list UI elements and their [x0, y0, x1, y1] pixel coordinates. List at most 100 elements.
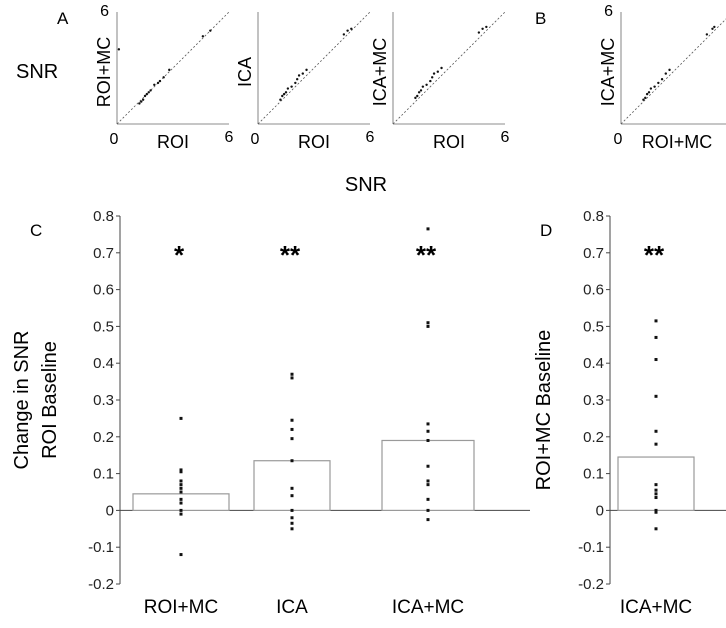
data-point: [179, 468, 183, 472]
data-point: [426, 479, 430, 483]
y-tick-label: 0.4: [583, 355, 604, 372]
data-point: [426, 464, 430, 468]
scatter-x-label: ROI: [433, 132, 465, 152]
y-tick-label: 0.3: [583, 392, 604, 409]
scatter-point: [705, 33, 709, 36]
scatter-x-label: ROI: [298, 132, 330, 152]
scatter-point: [346, 29, 349, 32]
x-category-label: ICA: [276, 597, 308, 618]
data-point: [179, 508, 183, 512]
x-category-label: ROI+MC: [144, 597, 218, 618]
scatter-point: [653, 85, 656, 88]
data-point: [426, 508, 430, 512]
scatter-point: [647, 91, 651, 94]
y-tick-label: 0.2: [583, 429, 604, 446]
scatter-point: [342, 33, 346, 36]
scatter-point: [158, 79, 162, 83]
data-point: [654, 510, 658, 514]
data-point: [654, 358, 658, 362]
scatter-point: [290, 85, 293, 88]
scatter-panel-2: 0 6 ROI ICA: [235, 11, 375, 152]
scatter-point: [305, 68, 308, 72]
scatter-point: [664, 72, 667, 75]
identity-line: [116, 11, 230, 125]
scatter-point: [301, 72, 304, 75]
scatter-point: [286, 87, 290, 90]
data-point: [654, 496, 658, 500]
data-point: [426, 324, 430, 328]
scatter-point: [440, 66, 443, 70]
data-point: [654, 483, 658, 487]
scatter-point: [168, 68, 171, 72]
scatter-x-label: ROI: [157, 132, 189, 152]
data-point: [179, 470, 183, 474]
scatter-x-tick-max: 6: [501, 129, 510, 146]
data-point: [179, 490, 183, 494]
data-point: [290, 508, 294, 512]
scatter-panel-1: 0 6 6 ROI ROI+MC: [94, 3, 234, 152]
significance-marker: **: [280, 240, 301, 270]
panel-letter-c: C: [30, 221, 42, 240]
scatter-point: [425, 83, 428, 87]
scatter-point: [117, 48, 121, 51]
scatter-y-tick-max: 6: [100, 3, 109, 20]
y-tick-label: 0: [106, 502, 114, 519]
y-tick-label: 0.5: [93, 318, 114, 335]
data-point: [179, 501, 183, 505]
scatter-point: [281, 94, 284, 98]
data-point: [654, 488, 658, 492]
panel-letter-d: D: [540, 221, 552, 240]
significance-marker: **: [416, 240, 437, 270]
scatter-point: [143, 94, 147, 98]
scatter-point: [711, 27, 714, 30]
scatter-point: [284, 91, 288, 94]
scatter-point: [429, 79, 432, 83]
data-point: [179, 483, 183, 487]
data-point: [426, 429, 430, 433]
data-point: [426, 422, 430, 426]
data-point: [654, 335, 658, 339]
data-point: [654, 442, 658, 446]
scatter-point: [145, 92, 149, 96]
bar-chart-c: -0.2 -0.1 0 0.1 0.2 0.3 0.4 0.5 0.6 0.7 0.8 * ROI+MC…: [11, 208, 530, 618]
data-point: [179, 416, 183, 420]
scatter-x-tick-min: 0: [251, 131, 260, 148]
scatter-point: [297, 74, 301, 77]
plot-area: [120, 216, 530, 584]
scatter-point: [162, 76, 165, 79]
scatter-point: [657, 81, 660, 85]
scatter-point: [642, 98, 645, 101]
scatter-point: [153, 83, 156, 87]
data-point: [290, 372, 294, 376]
scatter-point: [436, 70, 439, 73]
data-point: [654, 429, 658, 433]
y-tick-label: 0.7: [93, 245, 114, 262]
scatter-point: [713, 25, 716, 29]
data-point: [290, 516, 294, 520]
data-point: [654, 319, 658, 323]
data-point: [654, 492, 658, 496]
bar-panels: -0.2 -0.1 0 0.1 0.2 0.3 0.4 0.5 0.6 0.7 0.8 * ROI+MC…: [11, 208, 726, 618]
data-point: [654, 527, 658, 531]
scatter-y-label: ICA: [235, 57, 255, 87]
y-tick-label: 0.1: [93, 466, 114, 483]
y-axis-title-line2: ROI Baseline: [39, 341, 61, 459]
scatter-y-label: ICA+MC: [370, 38, 390, 107]
scatter-point: [421, 85, 425, 88]
scatter-point: [477, 31, 481, 34]
scatter-point: [644, 96, 647, 100]
plot-area: [610, 216, 726, 584]
data-point: [290, 527, 294, 531]
data-point: [426, 321, 430, 325]
scatter-x-tick-max: 6: [366, 129, 375, 146]
scatter-point: [481, 27, 484, 30]
panel-letter-b: B: [535, 9, 546, 28]
data-point: [290, 521, 294, 525]
scatter-point: [414, 96, 417, 100]
y-tick-label: -0.1: [578, 539, 604, 556]
y-axis-title-line1: Change in SNR: [11, 331, 33, 470]
scatter-point: [201, 35, 205, 38]
y-tick-label: 0.7: [583, 245, 604, 262]
